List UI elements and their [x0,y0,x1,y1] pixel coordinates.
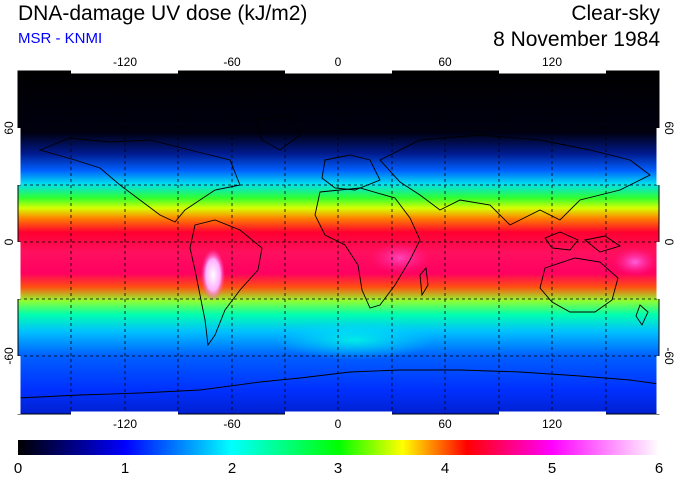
lat-tick-left: 0 [2,238,16,245]
lon-tick-bottom: 0 [335,417,342,431]
lon-tick-top: -60 [223,55,241,69]
lon-tick-bottom: -120 [113,417,137,431]
lat-tick-right: 60 [662,121,676,135]
lon-tick-top: -120 [113,55,137,69]
map-subtitle: MSR - KNMI [18,30,103,47]
map-title: DNA-damage UV dose (kJ/m2) [18,2,308,25]
colorbar-label: 0 [13,460,23,477]
colorbar [18,440,659,455]
lat-tick-left: -60 [2,347,16,365]
map-frame [17,70,660,415]
colorbar-label: 1 [120,460,130,477]
map-date: 8 November 1984 [493,28,660,51]
lat-tick-right: -60 [662,347,676,365]
lon-tick-top: 60 [438,55,452,69]
colorbar-label: 2 [227,460,237,477]
sky-condition: Clear-sky [571,2,660,25]
uv-field [18,71,659,414]
colorbar-label: 4 [440,460,450,477]
lat-tick-right: 0 [662,239,676,246]
lon-tick-bottom: 60 [438,417,452,431]
lon-tick-bottom: -60 [223,417,241,431]
colorbar-label: 5 [547,460,557,477]
lon-tick-top: 0 [335,55,342,69]
colorbar-label: 3 [333,460,343,477]
lon-tick-top: 120 [542,55,562,69]
lat-tick-left: 60 [2,121,16,135]
colorbar-label: 6 [654,460,664,477]
graticule [18,71,659,414]
lon-tick-bottom: 120 [542,417,562,431]
